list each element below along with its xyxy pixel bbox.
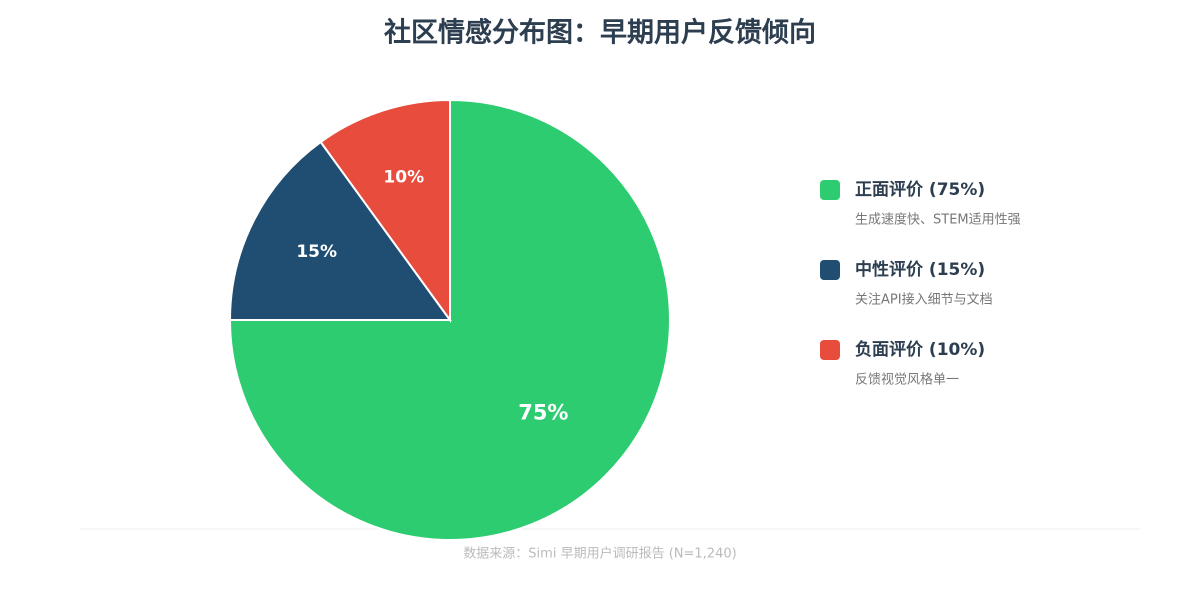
pie-slice <box>319 98 451 324</box>
legend-description: 生成速度快、STEM适用性强 <box>855 212 1021 228</box>
data-label: 15% <box>296 242 337 262</box>
legend-swatch <box>820 180 840 200</box>
legend-label: 负面评价 (10%) <box>855 339 985 360</box>
pie-slice <box>228 140 452 321</box>
legend-description: 反馈视觉风格单一 <box>855 372 959 388</box>
data-label: 10% <box>383 168 424 188</box>
legend-swatch <box>820 340 840 360</box>
legend-label: 正面评价 (75%) <box>855 180 985 200</box>
chart-title: 社区情感分布图：早期用户反馈倾向 <box>384 17 816 49</box>
data-label: 75% <box>518 400 568 424</box>
legend-description: 关注API接入细节与文档 <box>855 292 993 308</box>
legend-swatch <box>820 260 840 280</box>
legend-label: 中性评价 (15%) <box>855 259 985 280</box>
source-note: 数据来源：Simi 早期用户调研报告 (N=1,240) <box>463 546 736 562</box>
